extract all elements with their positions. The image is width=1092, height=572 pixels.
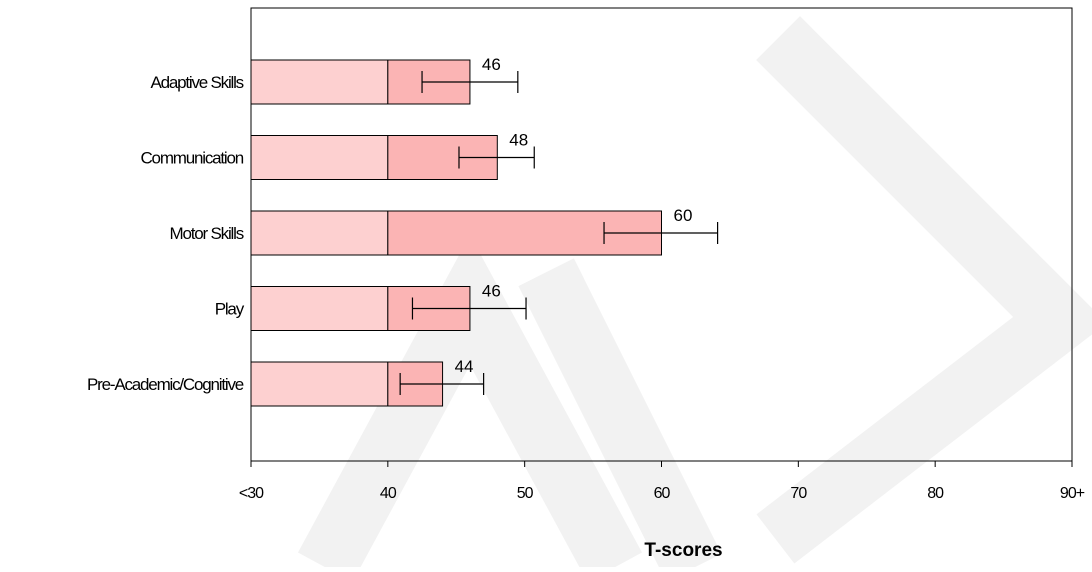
category-label: Communication (140, 149, 243, 168)
bar-base-segment (250, 59, 389, 105)
category-label: Play (215, 300, 245, 319)
x-tick-label: 60 (654, 485, 671, 502)
bar-base-segment (250, 135, 389, 180)
category-label: Motor Skills (170, 224, 244, 243)
bar-base-segment (250, 286, 389, 331)
category-label: Adaptive Skills (150, 73, 243, 92)
x-tick-label: 70 (790, 485, 807, 502)
x-tick-label: <30 (239, 485, 264, 502)
x-tick-label: 50 (517, 485, 534, 502)
bar-base-segment (250, 210, 389, 256)
x-axis-title: T-scores (644, 540, 722, 561)
x-tick-label: 80 (927, 485, 944, 502)
data-label: 48 (509, 131, 528, 150)
category-label: Pre-Academic/Cognitive (87, 375, 244, 394)
data-label: 46 (482, 282, 501, 301)
data-label: 60 (674, 206, 693, 225)
x-tick-label: 90+ (1060, 485, 1085, 502)
data-label: 46 (482, 55, 501, 74)
bar-base-segment (250, 361, 389, 407)
data-label: 44 (455, 357, 474, 376)
x-tick-label: 40 (380, 485, 397, 502)
